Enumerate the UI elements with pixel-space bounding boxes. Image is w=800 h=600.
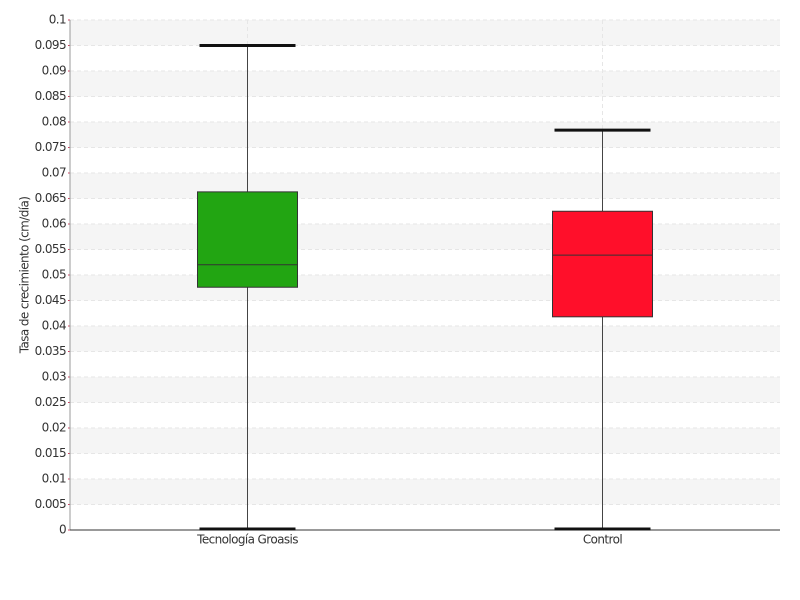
grid-band [70,377,780,403]
y-tick-label: 0.05 [42,268,66,282]
y-tick-label: 0.005 [35,497,66,511]
grid-band [70,20,780,46]
grid-band [70,224,780,250]
y-tick-label: 0.095 [35,38,66,52]
box [197,191,298,288]
grid-band [70,71,780,97]
x-tick-label: Tecnología Groasis [196,533,298,547]
box [552,210,653,318]
y-tick-label: 0.045 [35,293,66,307]
grid-band [70,428,780,454]
y-tick-label: 0.025 [35,395,66,409]
y-tick-label: 0.085 [35,89,66,103]
y-tick-label: 0.03 [42,370,66,384]
y-tick-label: 0.055 [35,242,66,256]
y-tick-label: 0.01 [42,472,66,486]
y-tick-label: 0.02 [42,421,66,435]
y-tick-label: 0.065 [35,191,66,205]
y-tick-label: 0.1 [49,13,66,27]
x-tick-label: Control [583,533,622,547]
grid-band [70,122,780,148]
y-tick-label: 0.06 [42,217,66,231]
grid-band [70,326,780,352]
y-tick-label: 0.09 [42,64,66,78]
grid-band [70,275,780,301]
grid-band [70,173,780,199]
y-tick-label: 0.04 [42,319,66,333]
y-tick-label: 0.08 [42,115,66,129]
y-tick-label: 0 [59,523,66,537]
y-tick-label: 0.07 [42,166,66,180]
y-axis-label: Tasa de crecimiento (cm/día) [18,197,32,355]
grid-band [70,479,780,505]
y-tick-label: 0.075 [35,140,66,154]
y-tick-label: 0.035 [35,344,66,358]
y-tick-label: 0.015 [35,446,66,460]
